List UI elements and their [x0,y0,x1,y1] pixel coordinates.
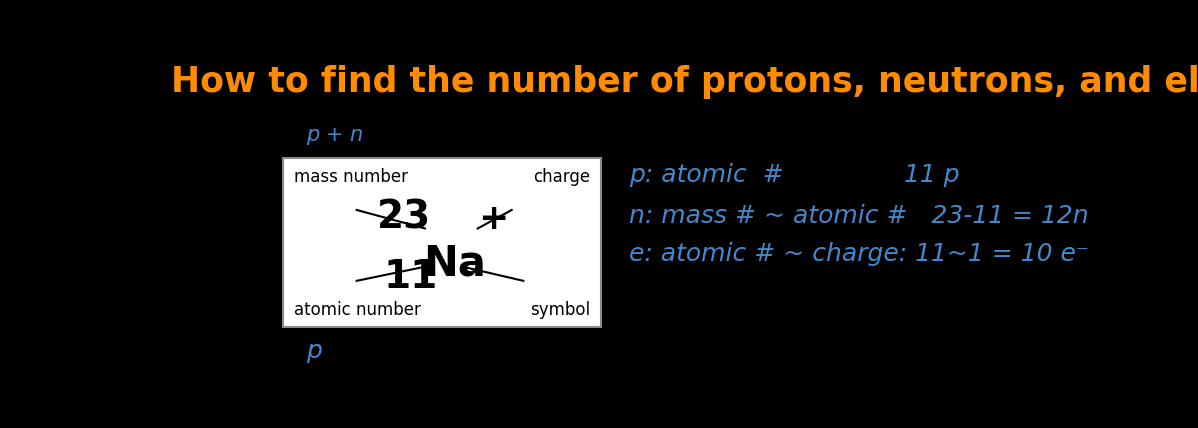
Text: p + n: p + n [307,125,363,145]
Text: mass number: mass number [294,168,407,187]
Text: 23: 23 [377,198,431,236]
Text: p: p [307,339,322,363]
Text: 11 p: 11 p [903,163,960,187]
Text: e: atomic # ~ charge: 11~1 = 10 e⁻: e: atomic # ~ charge: 11~1 = 10 e⁻ [629,242,1089,266]
FancyBboxPatch shape [283,158,601,327]
Text: atomic number: atomic number [294,301,420,319]
Text: +: + [478,202,508,236]
Text: How to find the number of protons, neutrons, and electrons: How to find the number of protons, neutr… [171,65,1198,99]
Text: charge: charge [533,168,589,187]
Text: 11: 11 [383,258,437,296]
Text: n: mass # ~ atomic #   23-11 = 12n: n: mass # ~ atomic # 23-11 = 12n [629,204,1088,228]
Text: symbol: symbol [530,301,589,319]
Text: p: atomic  #: p: atomic # [629,163,783,187]
Text: Na: Na [423,242,486,284]
